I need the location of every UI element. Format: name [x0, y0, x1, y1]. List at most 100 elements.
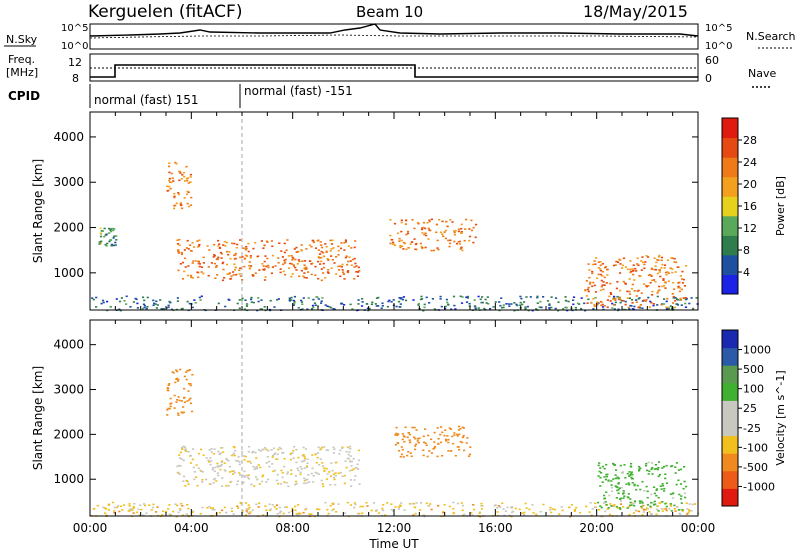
- heatmap-cell: [233, 446, 236, 449]
- heatmap-cell: [132, 507, 135, 509]
- heatmap-cell: [101, 230, 104, 232]
- heatmap-cell: [186, 504, 189, 506]
- heatmap-cell: [667, 307, 671, 310]
- heatmap-cell: [423, 233, 426, 236]
- heatmap-cell: [468, 239, 471, 242]
- heatmap-cell: [356, 275, 359, 277]
- heatmap-cell: [688, 302, 691, 305]
- heatmap-cell: [644, 261, 647, 263]
- heatmap-cell: [600, 304, 603, 307]
- heatmap-cell: [468, 235, 472, 238]
- heatmap-cell: [605, 265, 608, 268]
- heatmap-cell: [404, 426, 407, 429]
- heatmap-cell: [348, 469, 351, 472]
- heatmap-cell: [236, 243, 239, 246]
- heatmap-cell: [606, 306, 609, 308]
- heatmap-cell: [183, 197, 186, 199]
- heatmap-cell: [295, 461, 298, 464]
- heatmap-cell: [358, 483, 361, 485]
- heatmap-cell: [406, 436, 409, 439]
- heatmap-cell: [183, 249, 186, 251]
- heatmap-cell: [417, 222, 420, 225]
- heatmap-cell: [268, 465, 271, 468]
- heatmap-cell: [400, 453, 404, 456]
- heatmap-cell: [614, 469, 618, 471]
- heatmap-cell: [242, 475, 246, 477]
- heatmap-cell: [592, 308, 595, 310]
- heatmap-cell: [197, 452, 201, 455]
- heatmap-cell: [337, 249, 340, 252]
- heatmap-cell: [105, 245, 108, 247]
- colorbar-tick-label: 4: [743, 266, 750, 279]
- heatmap-cell: [684, 297, 687, 299]
- heatmap-cell: [353, 502, 356, 504]
- heatmap-cell: [654, 281, 657, 283]
- heatmap-cell: [680, 288, 683, 291]
- heatmap-cell: [339, 275, 342, 278]
- heatmap-cell: [317, 249, 320, 251]
- cpid-strip: CPID normal (fast) 151 normal (fast) -15…: [8, 84, 353, 108]
- heatmap-cell: [502, 508, 505, 510]
- heatmap-cell: [435, 231, 438, 234]
- heatmap-cell: [177, 472, 180, 474]
- heatmap-cell: [587, 286, 590, 289]
- heatmap-cell: [304, 448, 308, 450]
- heatmap-cell: [412, 299, 415, 301]
- heatmap-cell: [458, 433, 461, 436]
- heatmap-cell: [327, 272, 330, 274]
- heatmap-cell: [245, 514, 248, 516]
- heatmap-cell: [194, 302, 197, 304]
- heatmap-cell: [584, 309, 587, 312]
- heatmap-cell: [694, 503, 697, 505]
- heatmap-cell: [333, 262, 336, 264]
- heatmap-cell: [335, 273, 338, 275]
- heatmap-cell: [664, 502, 667, 505]
- heatmap-cell: [247, 242, 250, 245]
- heatmap-cell: [417, 441, 420, 444]
- heatmap-cell: [539, 511, 542, 513]
- heatmap-cell: [238, 463, 241, 466]
- heatmap-cell: [109, 239, 112, 241]
- heatmap-cell: [343, 304, 346, 306]
- heatmap-cell: [322, 446, 326, 448]
- heatmap-cell: [243, 257, 247, 260]
- heatmap-cell: [221, 446, 224, 449]
- heatmap-cell: [291, 256, 294, 259]
- heatmap-cell: [599, 264, 602, 267]
- heatmap-cell: [628, 278, 631, 280]
- heatmap-cell: [132, 505, 135, 508]
- heatmap-cell: [258, 483, 261, 485]
- heatmap-cell: [312, 306, 315, 309]
- heatmap-cell: [524, 308, 527, 310]
- heatmap-cell: [176, 504, 179, 507]
- heatmap-cell: [301, 303, 304, 305]
- heatmap-cell: [303, 264, 306, 266]
- heatmap-cell: [655, 488, 658, 490]
- heatmap-cell: [631, 482, 634, 484]
- heatmap-cell: [289, 453, 292, 456]
- heatmap-cell: [249, 255, 252, 257]
- velocity-xlabel: Time UT: [368, 537, 419, 551]
- heatmap-cell: [652, 303, 655, 305]
- heatmap-cell: [176, 380, 180, 382]
- freq-line: [90, 64, 698, 78]
- heatmap-cell: [114, 241, 117, 244]
- heatmap-cell: [617, 308, 620, 311]
- heatmap-cell: [189, 402, 192, 405]
- heatmap-cell: [346, 271, 349, 273]
- heatmap-cell: [346, 457, 349, 460]
- heatmap-cell: [177, 414, 180, 416]
- heatmap-cell: [344, 239, 347, 241]
- heatmap-cell: [430, 508, 433, 511]
- heatmap-cell: [660, 488, 663, 490]
- heatmap-cell: [650, 513, 653, 515]
- heatmap-cell: [611, 307, 614, 309]
- heatmap-cell: [197, 260, 200, 263]
- heatmap-cell: [413, 227, 416, 230]
- heatmap-cell: [221, 485, 224, 487]
- heatmap-cell: [236, 483, 239, 486]
- heatmap-cell: [286, 471, 290, 473]
- heatmap-cell: [397, 433, 400, 435]
- heatmap-cell: [237, 456, 240, 458]
